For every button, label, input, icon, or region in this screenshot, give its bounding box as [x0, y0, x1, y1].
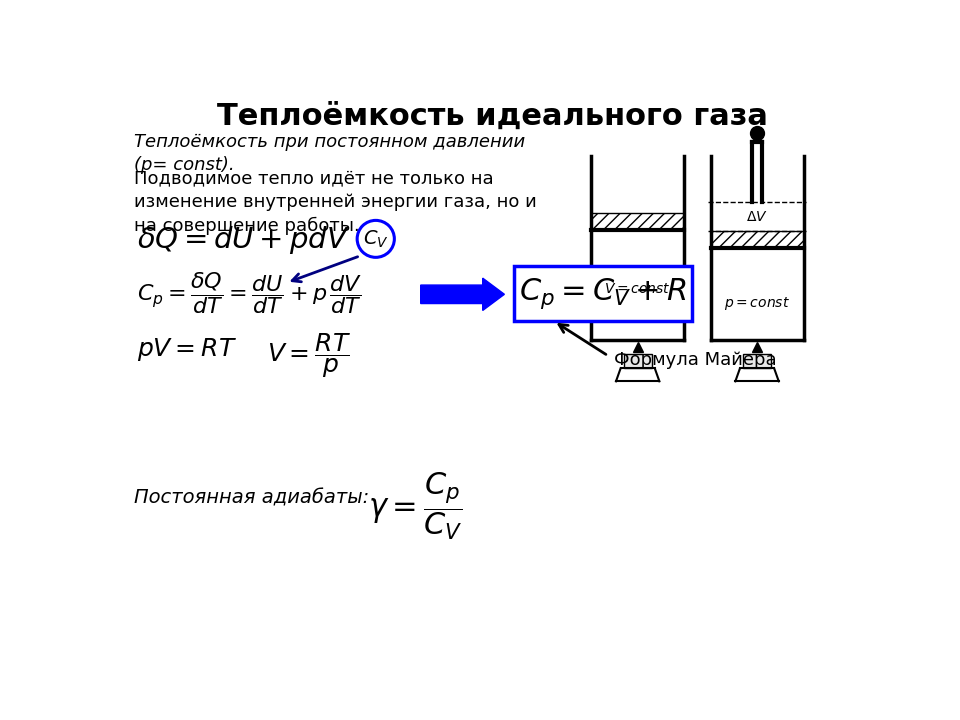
- Bar: [514, 266, 692, 321]
- Text: $p=const$: $p=const$: [724, 295, 790, 312]
- FancyArrow shape: [420, 278, 504, 310]
- Text: Формула Майера: Формула Майера: [614, 351, 777, 369]
- Text: $C_p = \dfrac{\delta Q}{dT} = \dfrac{dU}{dT}+p\,\dfrac{dV}{dT}$: $C_p = \dfrac{\delta Q}{dT} = \dfrac{dU}…: [137, 270, 363, 316]
- Text: Теплоёмкость при постоянном давлении
(p= const).: Теплоёмкость при постоянном давлении (p=…: [134, 132, 525, 174]
- Text: Теплоёмкость идеального газа: Теплоёмкость идеального газа: [217, 102, 767, 131]
- Text: $\gamma = \dfrac{C_p}{C_V}$: $\gamma = \dfrac{C_p}{C_V}$: [368, 470, 463, 542]
- Text: $C_p = C_V + R$: $C_p = C_V + R$: [519, 276, 686, 311]
- Text: Постоянная адиабаты:: Постоянная адиабаты:: [134, 489, 370, 508]
- Text: Подводимое тепло идёт не только на
изменение внутренней энергии газа, но и
на со: Подводимое тепло идёт не только на измен…: [134, 169, 537, 235]
- Bar: [710, 231, 804, 248]
- Text: $V=const$: $V=const$: [605, 282, 671, 296]
- Bar: [743, 354, 771, 368]
- Text: $C_V$: $C_V$: [363, 228, 389, 250]
- Text: $pV = RT$: $pV = RT$: [137, 336, 237, 363]
- Text: $\Delta V$: $\Delta V$: [746, 210, 768, 223]
- Text: $V = \dfrac{RT}{p}$: $V = \dfrac{RT}{p}$: [267, 331, 351, 380]
- Text: $\delta Q=dU+pdV$: $\delta Q=dU+pdV$: [137, 225, 349, 256]
- Bar: [591, 212, 684, 230]
- Bar: [624, 354, 652, 368]
